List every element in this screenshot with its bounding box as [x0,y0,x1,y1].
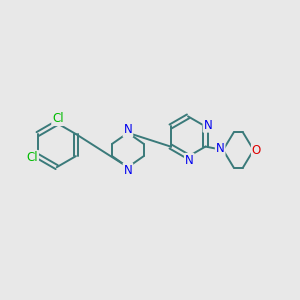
Text: N: N [124,123,132,136]
Text: N: N [185,154,194,167]
Text: Cl: Cl [52,112,64,125]
Text: N: N [124,164,132,177]
Text: O: O [252,143,261,157]
Text: N: N [216,142,225,155]
Text: N: N [203,119,212,132]
Text: Cl: Cl [26,151,38,164]
